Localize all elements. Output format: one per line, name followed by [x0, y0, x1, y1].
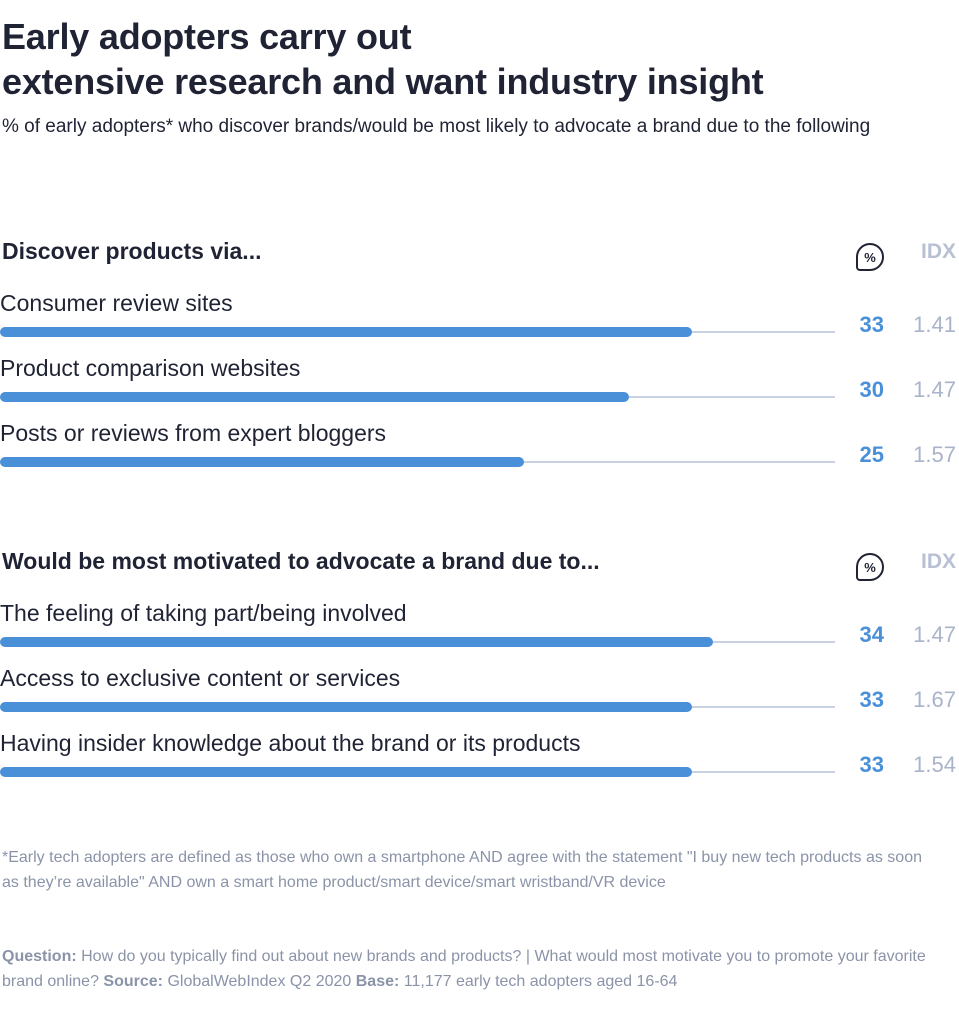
percent-icon: % [856, 553, 884, 581]
title-line-1: Early adopters carry out [2, 16, 412, 57]
percent-icon: % [856, 243, 884, 271]
bar-label: The feeling of taking part/being involve… [0, 600, 407, 626]
idx-value-label: 1.47 [913, 377, 956, 402]
bar-label: Posts or reviews from expert bloggers [0, 420, 387, 446]
bar [0, 392, 629, 402]
bar-label: Having insider knowledge about the brand… [0, 730, 581, 756]
bar [0, 767, 692, 777]
source-note: Question: How do you typically find out … [2, 944, 952, 994]
bar-label: Consumer review sites [0, 290, 233, 316]
chart-subtitle: % of early adopters* who discover brands… [2, 116, 871, 137]
bar-value-label: 33 [859, 312, 884, 337]
base-text: 11,177 early tech adopters aged 16-64 [403, 973, 678, 990]
idx-value-label: 1.41 [913, 312, 956, 337]
idx-value-label: 1.54 [913, 752, 956, 777]
bar-value-label: 25 [859, 442, 884, 467]
base-label: Base: [355, 973, 400, 990]
bar-label: Access to exclusive content or services [0, 665, 401, 691]
question-text: How do you typically find out about new … [2, 948, 926, 990]
question-label: Question: [2, 948, 77, 965]
bar-label: Product comparison websites [0, 355, 301, 381]
bar-value-label: 33 [859, 752, 884, 777]
idx-value-label: 1.47 [913, 622, 956, 647]
source-label: Source: [103, 973, 163, 990]
bar-value-label: 30 [859, 377, 884, 402]
bar [0, 327, 692, 337]
footnote: *Early tech adopters are defined as thos… [2, 849, 922, 891]
idx-value-label: 1.57 [913, 442, 956, 467]
source-text: GlobalWebIndex Q2 2020 [167, 973, 352, 990]
chart-title: Early adopters carry out extensive resea… [2, 14, 764, 104]
section-title: Would be most motivated to advocate a br… [2, 548, 600, 574]
idx-header: IDX [920, 240, 956, 263]
idx-value-label: 1.67 [913, 687, 956, 712]
title-line-2: extensive research and want industry ins… [2, 61, 764, 102]
bar [0, 637, 713, 647]
idx-header: IDX [920, 550, 956, 573]
bar [0, 702, 692, 712]
bar-value-label: 33 [859, 687, 884, 712]
bar [0, 457, 524, 467]
bar-value-label: 34 [859, 622, 884, 647]
section-title: Discover products via... [2, 238, 262, 264]
